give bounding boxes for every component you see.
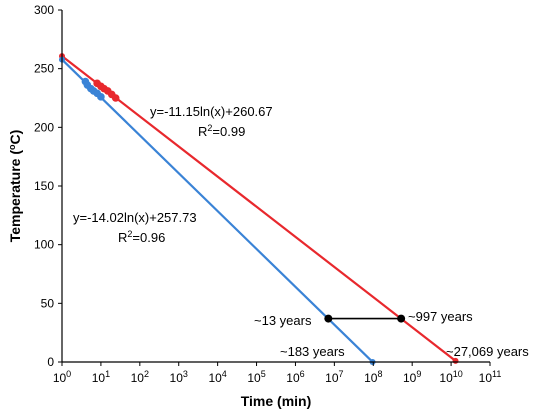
x-tick-label: 106 (286, 369, 304, 385)
x-tick-label: 107 (325, 369, 343, 385)
x-tick-label: 100 (53, 369, 71, 385)
x-axis-title: Time (min) (241, 393, 312, 409)
blue-fit-r2: R2=0.96 (118, 229, 165, 245)
y-tick-label: 200 (34, 120, 54, 134)
y-axis-title: Temperature (oC) (7, 130, 23, 243)
y-tick-label: 300 (34, 3, 54, 17)
marker-right-point (397, 314, 406, 323)
red-end-label: ~27,069 years (446, 344, 529, 359)
x-axis-ticks: 100 101 102 103 104 105 106 107 108 109 1010 1011 (53, 362, 502, 385)
blue-fit-equation: y=-14.02ln(x)+257.73 (73, 210, 197, 225)
red-fit-r2: R2=0.99 (198, 123, 245, 139)
marker-left-label: ~13 years (254, 313, 312, 328)
y-axis-ticks: 0 50 100 150 200 250 300 (34, 3, 62, 369)
marker-left-point (324, 314, 333, 323)
x-tick-label: 109 (403, 369, 421, 385)
marker-right-label: ~997 years (408, 309, 473, 324)
fit-line-0 (61, 55, 457, 362)
x-tick-label: 103 (170, 369, 188, 385)
x-tick-label: 101 (92, 369, 110, 385)
data-point (97, 93, 105, 101)
y-tick-label: 250 (34, 62, 54, 76)
plot-marks (59, 53, 459, 365)
y-tick-label: 50 (41, 296, 55, 310)
fit-line-1 (61, 58, 374, 363)
blue-end-label: ~183 years (280, 344, 345, 359)
y-tick-label: 150 (34, 179, 54, 193)
x-tick-label: 108 (364, 369, 382, 385)
x-tick-label: 1011 (479, 369, 502, 385)
y-tick-label: 100 (34, 238, 54, 252)
y-tick-label: 0 (47, 355, 54, 369)
data-point (111, 94, 120, 102)
x-tick-label: 105 (247, 369, 265, 385)
x-tick-label: 102 (131, 369, 149, 385)
red-fit-equation: y=-11.15ln(x)+260.67 (150, 104, 273, 119)
x-tick-label: 1010 (439, 369, 462, 385)
x-tick-label: 104 (208, 369, 226, 385)
